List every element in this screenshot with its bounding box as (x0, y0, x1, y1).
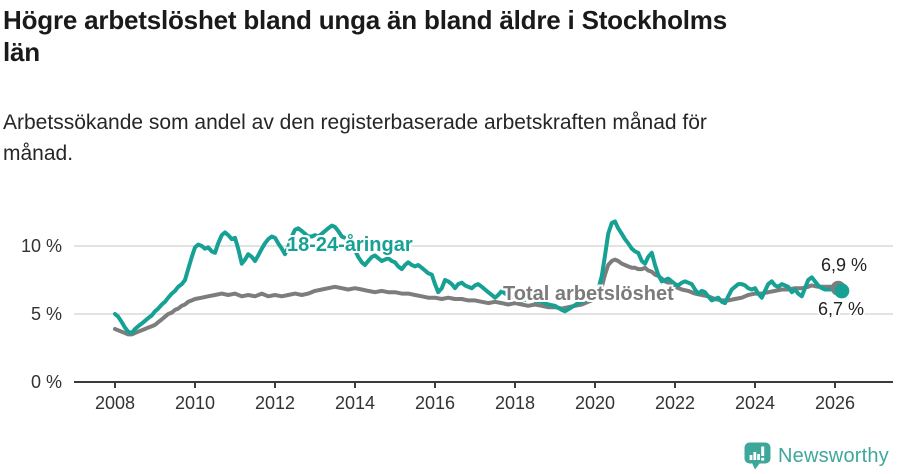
x-tick-label: 2010 (175, 393, 215, 413)
logo-bar-2 (753, 452, 757, 460)
series-label-young: 18-24-åringar (287, 234, 413, 256)
series-line-young (113, 219, 844, 335)
x-tick-label: 2012 (255, 393, 295, 413)
newsworthy-brand-text: Newsworthy (778, 444, 889, 467)
subtitle-line-2: månad. (3, 142, 74, 165)
series-line-total (113, 257, 841, 337)
x-tick-label: 2014 (335, 393, 375, 413)
x-tick-label: 2020 (575, 393, 615, 413)
y-tick-label: 5 % (31, 304, 62, 324)
y-tick-label: 10 % (21, 236, 62, 256)
newsworthy-logo-icon (744, 442, 771, 470)
x-tick-label: 2026 (815, 393, 855, 413)
page-title: Högre arbetslöshet bland unga än bland ä… (3, 4, 893, 68)
series-label-total: Total arbetslöshet (503, 283, 674, 305)
x-tick-label: 2024 (735, 393, 775, 413)
endpoint-dot-young (834, 283, 850, 299)
logo-bar-1 (749, 455, 753, 460)
logo-bubble-tail (752, 463, 760, 470)
title-line-1: Högre arbetslöshet bland unga än bland ä… (3, 5, 727, 35)
logo-bar-3 (757, 454, 760, 460)
logo-exclamation-bar (761, 446, 765, 456)
x-tick-label: 2022 (655, 393, 695, 413)
logo-exclamation-dot (761, 457, 765, 461)
x-tick-label: 2008 (95, 393, 135, 413)
chart-subtitle: Arbetssökande som andel av den registerb… (3, 107, 893, 169)
end-value-top-label: 6,9 % (821, 255, 868, 275)
subtitle-line-1: Arbetssökande som andel av den registerb… (3, 111, 707, 134)
title-line-2: län (3, 37, 40, 67)
x-tick-label: 2018 (495, 393, 535, 413)
end-value-bottom-label: 6,7 % (818, 299, 865, 319)
newsworthy-logo: Newsworthy (744, 442, 889, 470)
logo-bubble (744, 442, 771, 464)
x-tick-label: 2016 (415, 393, 455, 413)
chart-svg: 2008 2010 2012 2014 2016 2018 2020 2022 2024 2026… (21, 219, 893, 413)
y-tick-label: 0 % (31, 372, 62, 392)
